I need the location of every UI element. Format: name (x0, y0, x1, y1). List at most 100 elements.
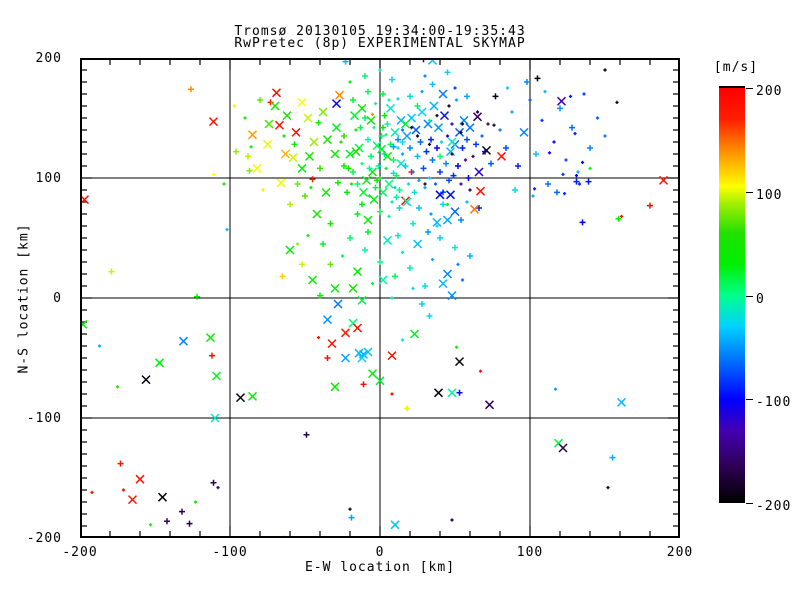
x-tick-label: -200 (62, 545, 98, 560)
scatter-point (426, 313, 433, 319)
scatter-point (291, 141, 298, 148)
scatter-point (417, 178, 421, 183)
scatter-point (249, 145, 253, 149)
scatter-point (480, 134, 484, 138)
plot-title-line2: RwPretec (8p) EXPERIMENTAL SKYMAP (234, 36, 526, 51)
scatter-point (382, 151, 393, 161)
scatter-point (400, 338, 405, 342)
scatter-point (474, 167, 484, 177)
scatter-point (411, 170, 415, 174)
scatter-point (205, 333, 216, 343)
scatter-point (400, 119, 411, 129)
scatter-point (478, 369, 483, 373)
scatter-point (455, 163, 461, 169)
scatter-point (370, 112, 375, 117)
scatter-point (297, 163, 307, 173)
scatter-point (357, 353, 367, 363)
scatter-point (492, 123, 496, 127)
scatter-point (463, 158, 468, 162)
scatter-point (303, 431, 310, 438)
scatter-point (348, 80, 352, 84)
scatter-point (545, 181, 551, 187)
scatter-point (108, 268, 115, 275)
scatter-point (453, 86, 457, 90)
scatter-point (389, 76, 395, 83)
scatter-point (557, 105, 563, 112)
plot-title-line1: Tromsø 20130105 19:34:00-19:35:43 (234, 24, 526, 39)
scatter-point (505, 86, 510, 90)
scatter-plot (78, 55, 681, 539)
scatter-point (141, 375, 151, 385)
scatter-point (438, 89, 448, 99)
scatter-point (216, 486, 220, 490)
scatter-point (350, 97, 356, 103)
scatter-point (349, 111, 360, 121)
scatter-point (377, 259, 383, 265)
scatter-point (432, 217, 442, 227)
scatter-point (443, 160, 449, 167)
scatter-point (357, 295, 367, 305)
scatter-point (465, 200, 469, 204)
scatter-point (396, 146, 400, 150)
scatter-point (186, 520, 193, 527)
scatter-point (414, 103, 421, 109)
scatter-point (579, 219, 586, 226)
scatter-point (425, 229, 431, 235)
scatter-point (148, 523, 153, 527)
scatter-point (378, 275, 388, 285)
scatter-point (285, 245, 295, 255)
scatter-point (359, 201, 365, 208)
scatter-point (232, 104, 237, 108)
scatter-point (392, 273, 398, 280)
scatter-point (528, 98, 532, 102)
colorbar-tick (746, 191, 753, 193)
scatter-point (345, 165, 352, 172)
scatter-point (395, 232, 401, 239)
scatter-point (429, 212, 433, 216)
scatter-point (354, 211, 361, 217)
scatter-point (377, 208, 383, 215)
scatter-point (558, 443, 568, 453)
scatter-point (252, 163, 262, 173)
scatter-point (471, 154, 475, 159)
scatter-point (446, 177, 452, 184)
scatter-point (510, 110, 514, 114)
scatter-point (606, 486, 610, 490)
scatter-point (395, 136, 401, 143)
scatter-point (435, 224, 439, 228)
scatter-point (209, 352, 215, 359)
scatter-point (547, 151, 552, 155)
x-tick-label: 200 (666, 545, 694, 560)
scatter-point (428, 136, 434, 143)
scatter-point (331, 123, 342, 133)
scatter-point (324, 355, 331, 361)
scatter-point (375, 163, 382, 169)
scatter-point (450, 122, 454, 126)
scatter-point (464, 136, 470, 143)
scatter-point (274, 120, 285, 130)
scatter-point (318, 107, 328, 117)
colorbar-unit-label: [m/s] (713, 60, 759, 75)
scatter-point (368, 153, 374, 160)
scatter-point (361, 175, 372, 185)
scatter-point (348, 283, 358, 293)
scatter-point (543, 89, 547, 94)
scatter-point (412, 239, 423, 249)
scatter-point (582, 92, 586, 96)
scatter-point (235, 393, 246, 403)
scatter-point (210, 413, 220, 423)
scatter-point (658, 175, 669, 185)
scatter-point (450, 207, 460, 217)
scatter-point (532, 187, 537, 191)
scatter-point (380, 124, 386, 131)
scatter-point (378, 133, 385, 139)
scatter-point (423, 182, 427, 186)
scatter-point (433, 123, 444, 133)
y-tick-label: -100 (26, 411, 62, 426)
scatter-point (267, 99, 274, 106)
scatter-point (445, 202, 450, 206)
scatter-point (573, 131, 577, 136)
scatter-point (317, 292, 323, 299)
scatter-point (556, 96, 567, 106)
scatter-point (387, 351, 397, 361)
